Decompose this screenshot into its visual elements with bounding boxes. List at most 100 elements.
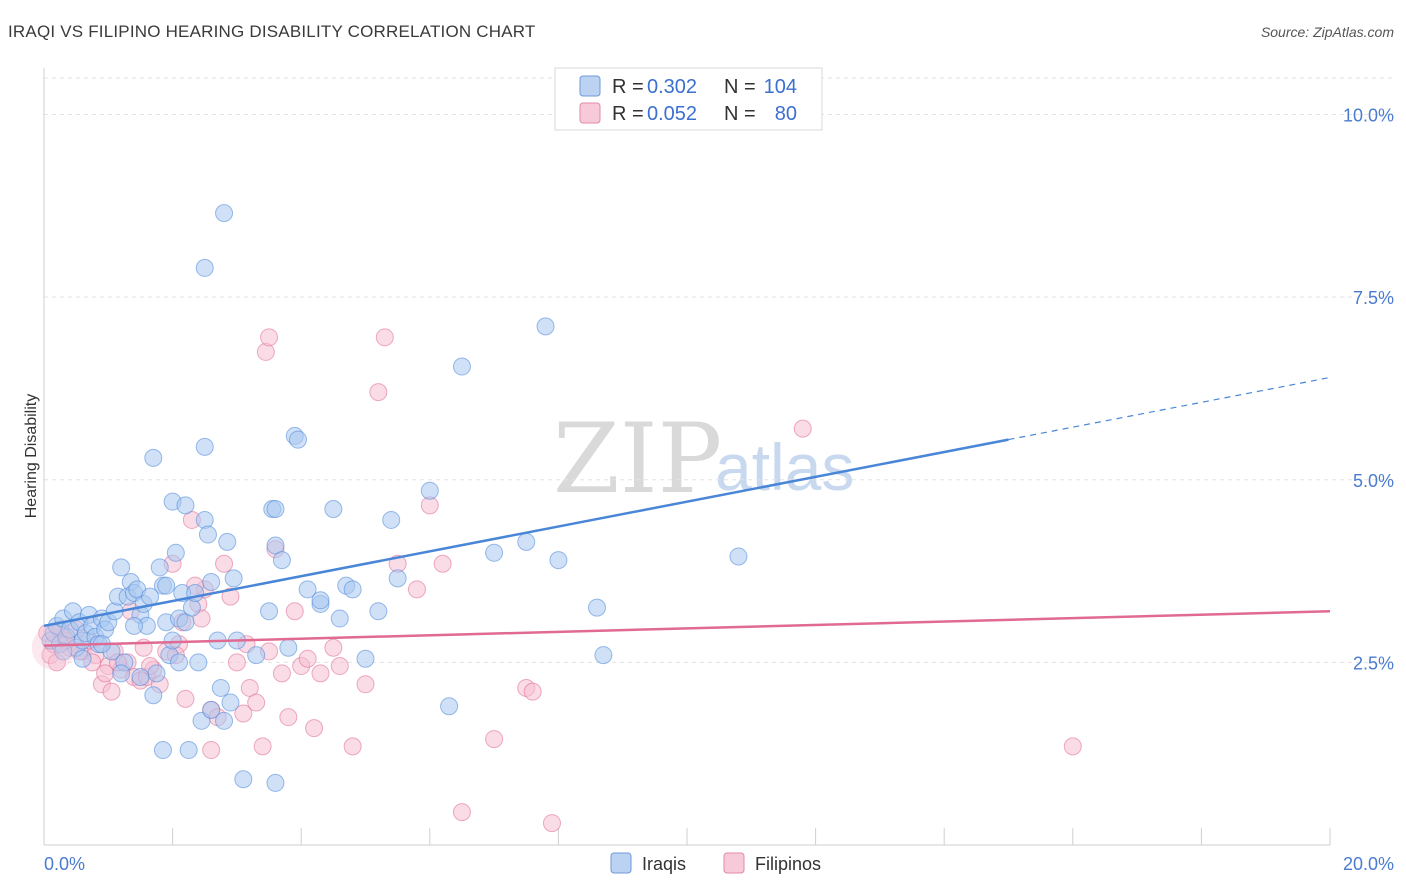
- legend-n-value-filipinos: 80: [775, 103, 797, 125]
- point-iraqis: [234, 770, 253, 789]
- trend-line-filipinos: [43, 609, 1331, 647]
- point-filipinos: [375, 328, 394, 347]
- point-iraqis: [182, 598, 201, 617]
- y-tick-label: 2.5%: [1353, 653, 1394, 673]
- legend-r-label-filipinos: R =: [612, 103, 644, 125]
- point-iraqis: [147, 664, 166, 683]
- point-filipinos: [793, 419, 812, 438]
- point-iraqis: [549, 551, 568, 570]
- grid-lines: [44, 77, 1394, 663]
- point-iraqis: [73, 649, 92, 668]
- series-legend: Iraqis Filipinos: [610, 852, 821, 874]
- point-iraqis: [176, 496, 195, 515]
- point-iraqis: [198, 525, 217, 544]
- point-iraqis: [536, 317, 555, 336]
- y-axis-label: Hearing Disability: [23, 394, 40, 519]
- point-iraqis: [440, 697, 459, 716]
- point-iraqis: [330, 609, 349, 628]
- y-tick-label: 10.0%: [1343, 106, 1394, 126]
- point-iraqis: [215, 204, 234, 223]
- point-iraqis: [260, 602, 279, 621]
- legend-n-value-iraqis: 104: [764, 76, 797, 98]
- point-filipinos: [285, 602, 304, 621]
- point-iraqis: [211, 678, 230, 697]
- x-tick-label-max: 20.0%: [1343, 854, 1394, 874]
- point-filipinos: [253, 737, 272, 756]
- point-filipinos: [369, 383, 388, 402]
- point-filipinos: [247, 693, 266, 712]
- point-filipinos: [305, 719, 324, 738]
- point-filipinos: [407, 580, 426, 599]
- point-iraqis: [112, 664, 131, 683]
- point-filipinos: [523, 682, 542, 701]
- point-iraqis: [298, 580, 317, 599]
- point-iraqis: [202, 573, 221, 592]
- point-cluster-filipinos: [31, 625, 76, 670]
- point-iraqis: [729, 547, 748, 566]
- trend-extension-iraqis: [1008, 376, 1331, 441]
- point-iraqis: [163, 631, 182, 650]
- point-filipinos: [330, 657, 349, 676]
- source-label: Source: ZipAtlas.com: [1260, 24, 1394, 40]
- point-filipinos: [452, 803, 471, 822]
- point-iraqis: [170, 653, 189, 672]
- x-tick-label-min: 0.0%: [44, 854, 85, 874]
- point-iraqis: [195, 510, 214, 529]
- data-points: [31, 204, 1082, 833]
- legend-n-label-iraqis: N =: [724, 76, 756, 98]
- point-iraqis: [218, 532, 237, 551]
- point-filipinos: [272, 664, 291, 683]
- point-filipinos: [311, 664, 330, 683]
- point-iraqis: [150, 558, 169, 577]
- series-label-filipinos: Filipinos: [755, 854, 821, 874]
- series-label-iraqis: Iraqis: [642, 854, 686, 874]
- point-filipinos: [298, 649, 317, 668]
- series-swatch-iraqis: [610, 852, 632, 874]
- point-iraqis: [195, 258, 214, 277]
- point-iraqis: [131, 667, 150, 686]
- point-iraqis: [266, 499, 285, 518]
- point-iraqis: [195, 437, 214, 456]
- y-tick-labels: 2.5% 5.0% 7.5% 10.0%: [1343, 106, 1394, 674]
- y-tick-label: 7.5%: [1353, 288, 1394, 308]
- point-iraqis: [157, 576, 176, 595]
- point-iraqis: [388, 569, 407, 588]
- point-filipinos: [227, 653, 246, 672]
- point-filipinos: [102, 682, 121, 701]
- point-iraqis: [215, 711, 234, 730]
- point-iraqis: [166, 543, 185, 562]
- point-iraqis: [189, 653, 208, 672]
- point-iraqis: [324, 499, 343, 518]
- point-filipinos: [176, 689, 195, 708]
- correlation-legend: R = 0.302 N = 104 R = 0.052 N = 80: [554, 67, 823, 131]
- point-iraqis: [272, 551, 291, 570]
- point-filipinos: [234, 704, 253, 723]
- point-iraqis: [587, 598, 606, 617]
- point-filipinos: [279, 708, 298, 727]
- point-iraqis: [112, 558, 131, 577]
- point-iraqis: [288, 430, 307, 449]
- point-iraqis: [356, 649, 375, 668]
- legend-r-label-iraqis: R =: [612, 76, 644, 98]
- trend-lines: [43, 376, 1331, 647]
- legend-swatch-filipinos: [579, 102, 601, 124]
- point-filipinos: [256, 342, 275, 361]
- watermark-zip: ZIP: [553, 403, 722, 515]
- point-filipinos: [356, 675, 375, 694]
- point-iraqis: [247, 646, 266, 665]
- y-tick-label: 5.0%: [1353, 471, 1394, 491]
- point-filipinos: [1063, 737, 1082, 756]
- point-iraqis: [369, 602, 388, 621]
- point-filipinos: [433, 554, 452, 573]
- point-filipinos: [221, 587, 240, 606]
- point-iraqis: [224, 569, 243, 588]
- point-filipinos: [343, 737, 362, 756]
- point-iraqis: [279, 638, 298, 657]
- series-swatch-filipinos: [723, 852, 745, 874]
- point-iraqis: [179, 741, 198, 760]
- point-filipinos: [215, 554, 234, 573]
- point-iraqis: [382, 510, 401, 529]
- point-filipinos: [485, 730, 504, 749]
- point-iraqis: [153, 741, 172, 760]
